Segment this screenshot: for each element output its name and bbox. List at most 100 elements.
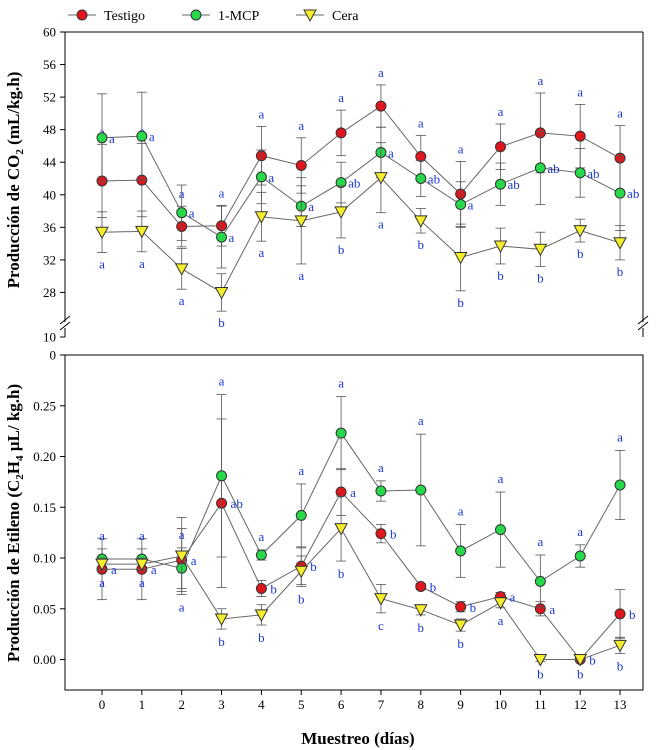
cera-significance-label: b [457,295,464,310]
y-tick-label: 52 [43,90,56,105]
testigo-significance-label: ab [231,496,243,511]
cera-point [374,593,388,606]
cera-point [254,609,269,622]
legend-label: 1-MCP [218,9,259,24]
1-mcp-point [136,130,148,142]
1-mcp-point [495,524,506,536]
x-tick-label: 11 [534,697,547,712]
testigo-significance-label: a [537,73,543,88]
testigo-significance-label: a [298,118,304,133]
testigo-significance-label: b [470,600,477,615]
1-mcp-significance-label: a [219,374,225,389]
1-mcp-point [534,575,546,587]
1-mcp-point [335,427,347,439]
cera-significance-label: b [577,246,584,261]
1-mcp-significance-label: ab [508,177,520,192]
cera-point [303,9,317,23]
1-mcp-line [102,432,621,583]
y-tick-label: 60 [43,25,56,40]
1-mcp-significance-label: a [99,528,105,543]
1-mcp-point [614,187,626,199]
1-mcp-significance-label: ab [587,166,599,181]
1-mcp-significance-label: a [308,199,314,214]
cera-point [135,225,149,239]
cera-point [413,215,428,228]
1-mcp-line [101,135,621,238]
cera-significance-label: b [258,630,265,645]
cera-point [214,286,229,300]
x-axis-title: Muestreo (días) [301,729,414,748]
y-tick-label: 0.10 [33,551,56,566]
testigo-point [455,601,467,613]
cera-point [533,654,548,667]
y-tick-label: 10 [43,330,56,345]
testigo-significance-label: a [418,115,424,130]
1-mcp-point [415,484,427,496]
1-mcp-significance-label: ab [547,161,559,176]
ethylene-y-axis-title: Producción de Etileno (C2H4 µL/ kg.h) [4,384,26,662]
co2-panel: 10 28 32 36 40 44 48 52 56 60 Producción de CO2 (m… [4,25,649,345]
testigo-significance-label: b [430,579,437,594]
1-mcp-significance-label: a [139,528,145,543]
cera-significance-label: b [218,315,225,330]
1-mcp-significance-label: a [338,376,344,391]
1-mcp-point [255,171,267,183]
1-mcp-point [495,178,506,190]
testigo-significance-label: a [510,590,516,605]
testigo-significance-label: b [310,559,317,574]
testigo-point [375,528,387,540]
x-tick-label: 5 [298,697,305,712]
1-mcp-point [295,509,307,521]
testigo-significance-label: b [390,527,397,542]
y-tick-label: 0.15 [33,500,56,515]
cera-significance-label: b [617,264,624,279]
testigo-significance-label: a [338,90,344,105]
cera-point [95,558,109,572]
1-mcp-point [190,9,202,21]
cera-significance-label: a [259,245,265,260]
cera-significance-label: b [537,667,544,682]
y-tick-label: 0.20 [33,449,56,464]
testigo-significance-label: a [219,185,225,200]
1-mcp-significance-label: ab [627,186,639,201]
testigo-point [255,582,267,594]
cera-point [493,597,508,610]
cera-point [254,211,269,224]
y-tick-label: 40 [43,187,56,202]
testigo-point [495,141,506,153]
y-tick-label: 32 [43,252,56,267]
1-mcp-point [375,485,387,497]
1-mcp-significance-label: a [498,471,504,486]
testigo-significance-label: b [270,581,277,596]
cera-point [174,550,189,564]
cera-point [613,237,627,250]
testigo-point [375,100,387,112]
legend-label: Cera [332,9,359,24]
y-tick-label: 48 [43,122,56,137]
x-tick-label: 0 [99,697,106,712]
1-mcp-point [574,550,586,562]
cera-significance-label: b [457,636,464,651]
cera-significance-label: a [179,293,185,308]
cera-line [102,527,621,661]
1-mcp-significance-label: a [149,129,155,144]
cera-point [294,215,309,228]
1-mcp-significance-label: a [109,131,115,146]
1-mcp-significance-label: a [617,429,623,444]
cera-point [613,639,627,653]
1-mcp-significance-label: a [259,529,265,544]
cera-point [573,225,588,238]
x-tick-label: 13 [614,697,627,712]
1-mcp-significance-label: a [268,170,274,185]
testigo-significance-label: a [111,562,117,577]
cera-significance-label: b [617,658,624,673]
1-mcp-point [216,231,228,243]
testigo-significance-label: a [350,485,356,500]
testigo-point [76,9,88,21]
testigo-significance-label: a [151,562,157,577]
1-mcp-significance-label: a [298,463,304,478]
